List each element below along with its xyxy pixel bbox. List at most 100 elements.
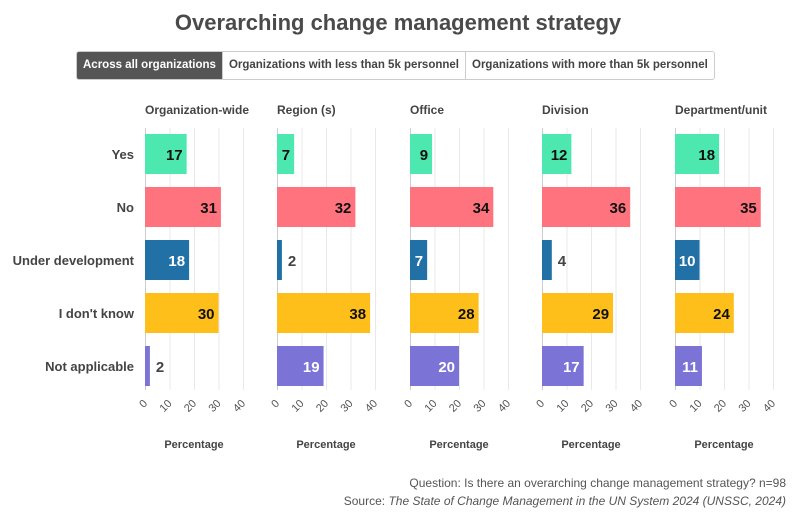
bar-not-applicable	[145, 346, 150, 386]
bar-under-development	[542, 240, 552, 280]
x-tick-label: 30	[206, 398, 223, 415]
bar-i-don-t-know	[145, 293, 219, 333]
x-axis-label: Percentage	[694, 439, 753, 451]
bar-not-applicable	[410, 346, 459, 386]
data-label: 20	[438, 359, 455, 376]
data-label: 18	[168, 253, 185, 270]
chart-title: Overarching change management strategy	[174, 10, 622, 35]
data-label: 18	[698, 147, 715, 164]
bar-yes	[675, 134, 720, 174]
source-note: Source: The State of Change Management i…	[344, 494, 786, 508]
x-tick-label: 10	[157, 398, 174, 415]
x-tick-label: 20	[182, 398, 199, 415]
tab-more-than-5k[interactable]: Organizations with more than 5k personne…	[465, 52, 714, 79]
segment-tabs: Across all organizations Organizations w…	[76, 51, 715, 80]
bar-i-don-t-know	[675, 293, 734, 333]
x-tick-label: 20	[447, 398, 464, 415]
bar-no	[542, 187, 631, 227]
bar-yes	[145, 134, 187, 174]
x-tick-label: 20	[579, 398, 596, 415]
panel-title-office: Office	[410, 103, 444, 117]
question-note: Question: Is there an overarching change…	[409, 476, 786, 490]
bar-under-development	[145, 240, 190, 280]
category-label-under-development: Under development	[13, 253, 135, 268]
data-label: 28	[458, 306, 475, 323]
panel-title-department-unit: Department/unit	[675, 103, 767, 117]
data-label: 7	[282, 147, 290, 164]
data-label: 10	[679, 253, 696, 270]
bar-no	[410, 187, 494, 227]
data-label: 31	[200, 200, 217, 217]
x-axis-label: Percentage	[429, 439, 488, 451]
data-label: 17	[166, 147, 183, 164]
bar-no	[277, 187, 356, 227]
data-label: 19	[303, 359, 320, 376]
x-tick-label: 0	[137, 398, 150, 411]
x-tick-label: 10	[289, 398, 306, 415]
x-tick-label: 30	[736, 398, 753, 415]
data-label: 32	[335, 200, 352, 217]
data-label: 11	[682, 359, 698, 376]
data-label: 34	[473, 200, 490, 217]
x-tick-label: 30	[338, 398, 355, 415]
category-label-not-applicable: Not applicable	[45, 359, 134, 374]
category-label-no: No	[117, 200, 134, 215]
x-tick-label: 30	[603, 398, 620, 415]
bar-under-development	[675, 240, 700, 280]
x-tick-label: 0	[269, 398, 282, 411]
tab-less-than-5k[interactable]: Organizations with less than 5k personne…	[221, 52, 465, 79]
data-label: 9	[420, 147, 428, 164]
source-title: The State of Change Management in the UN…	[388, 494, 786, 508]
category-label-yes: Yes	[112, 147, 134, 162]
panel-title-organization-wide: Organization-wide	[145, 103, 249, 117]
data-label: 36	[610, 200, 627, 217]
data-label: 29	[592, 306, 609, 323]
x-axis-label: Percentage	[296, 439, 355, 451]
x-tick-label: 20	[712, 398, 729, 415]
data-label: 2	[156, 359, 164, 376]
bar-no	[675, 187, 761, 227]
data-label: 30	[198, 306, 215, 323]
bar-not-applicable	[542, 346, 584, 386]
x-tick-label: 0	[402, 398, 415, 411]
x-tick-label: 0	[667, 398, 680, 411]
data-label: 12	[551, 147, 568, 164]
x-tick-label: 20	[314, 398, 331, 415]
x-tick-label: 40	[231, 398, 248, 415]
x-tick-label: 40	[496, 398, 513, 415]
data-label: 24	[713, 306, 730, 323]
data-label: 7	[415, 253, 423, 270]
bar-i-don-t-know	[410, 293, 479, 333]
x-tick-label: 30	[471, 398, 488, 415]
bar-i-don-t-know	[277, 293, 371, 333]
bar-i-don-t-know	[542, 293, 614, 333]
bar-not-applicable	[675, 346, 702, 386]
panel-title-division: Division	[542, 103, 589, 117]
bar-under-development	[410, 240, 428, 280]
data-label: 2	[288, 253, 296, 270]
panel-title-region-s: Region (s)	[277, 103, 336, 117]
data-label: 35	[740, 200, 757, 217]
x-tick-label: 40	[628, 398, 645, 415]
bar-yes	[542, 134, 572, 174]
bar-yes	[410, 134, 433, 174]
x-tick-label: 10	[554, 398, 571, 415]
bar-not-applicable	[277, 346, 324, 386]
x-tick-label: 40	[761, 398, 778, 415]
x-tick-label: 10	[687, 398, 704, 415]
category-label-i-don-t-know: I don't know	[59, 306, 135, 321]
tab-across-all-organizations[interactable]: Across all organizations	[77, 52, 222, 79]
bar-under-development	[277, 240, 282, 280]
x-tick-label: 0	[534, 398, 547, 411]
bar-no	[145, 187, 221, 227]
data-label: 4	[558, 253, 567, 270]
data-label: 38	[349, 306, 366, 323]
x-tick-label: 10	[422, 398, 439, 415]
x-axis-label: Percentage	[164, 439, 223, 451]
bar-yes	[277, 134, 295, 174]
x-tick-label: 40	[363, 398, 380, 415]
x-axis-label: Percentage	[561, 439, 620, 451]
data-label: 17	[563, 359, 580, 376]
source-prefix: Source:	[343, 494, 389, 508]
